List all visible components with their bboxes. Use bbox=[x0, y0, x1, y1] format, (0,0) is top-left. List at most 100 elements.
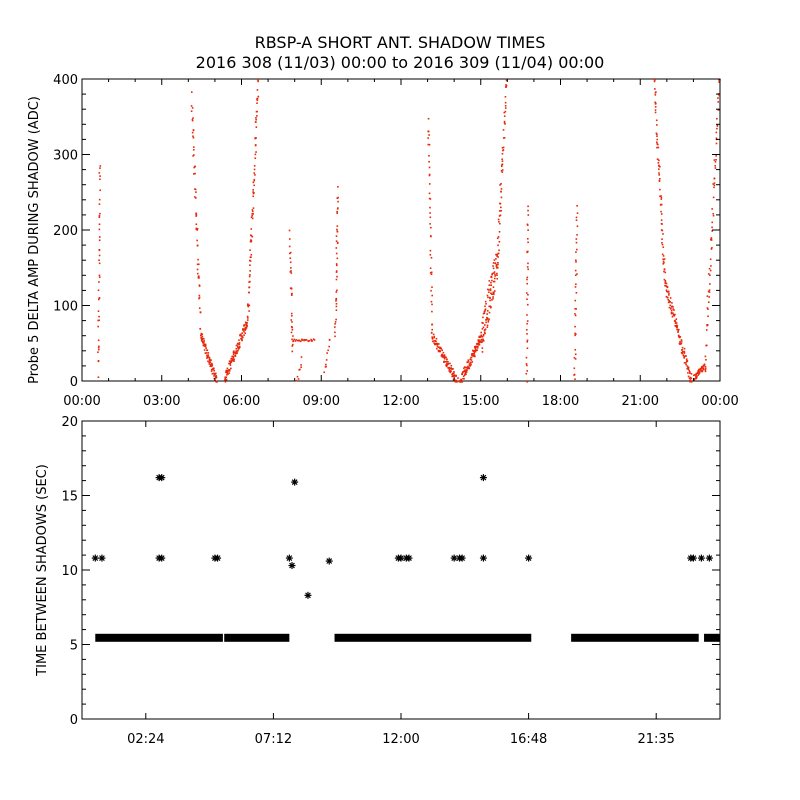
amp-data-point bbox=[429, 272, 432, 274]
amp-data-point bbox=[199, 311, 202, 314]
amp-data-point bbox=[191, 118, 194, 121]
amp-data-point bbox=[464, 370, 466, 373]
amp-data-point bbox=[242, 329, 244, 331]
amp-data-point bbox=[431, 294, 433, 297]
amp-data-point bbox=[452, 374, 454, 377]
amp-data-point bbox=[690, 380, 692, 382]
amp-data-point bbox=[495, 258, 497, 260]
amp-data-point bbox=[305, 339, 308, 341]
amp-data-point bbox=[683, 355, 686, 358]
amp-data-point bbox=[693, 377, 696, 380]
amp-data-point bbox=[440, 347, 443, 350]
amp-data-point bbox=[709, 258, 712, 261]
amp-data-point bbox=[486, 313, 488, 315]
amp-data-point bbox=[201, 333, 204, 336]
amp-data-point bbox=[250, 254, 253, 256]
amp-data-point bbox=[243, 328, 246, 330]
amp-data-point bbox=[496, 266, 499, 269]
amp-data-point bbox=[432, 333, 435, 336]
amp-data-point bbox=[236, 352, 238, 354]
amp-data-point bbox=[299, 368, 301, 371]
amp-data-point bbox=[225, 371, 227, 374]
amp-data-point bbox=[206, 356, 209, 359]
amp-data-point bbox=[674, 322, 677, 325]
amp-data-point bbox=[661, 238, 663, 240]
amp-data-point bbox=[574, 299, 577, 302]
amp-data-point bbox=[575, 241, 578, 244]
amp-data-point bbox=[527, 303, 529, 306]
amp-data-point bbox=[241, 338, 243, 340]
amp-data-point bbox=[463, 377, 465, 380]
amp-data-point bbox=[459, 381, 462, 383]
amp-data-point bbox=[462, 377, 464, 380]
amp-data-point bbox=[693, 378, 696, 381]
amp-data-point bbox=[671, 315, 674, 318]
amp-data-point bbox=[429, 216, 432, 219]
amp-data-point bbox=[249, 270, 252, 272]
amp-data-point bbox=[255, 126, 258, 128]
amp-data-point bbox=[445, 364, 447, 366]
top-y-axis: 0 100 200 300 400 bbox=[53, 73, 720, 390]
amp-data-point bbox=[491, 272, 494, 275]
top-data-points bbox=[97, 79, 721, 383]
amp-data-point bbox=[484, 305, 486, 308]
amp-data-point bbox=[207, 352, 210, 354]
amp-data-point bbox=[430, 271, 433, 274]
amp-data-point bbox=[656, 143, 659, 145]
amp-data-point bbox=[664, 284, 666, 287]
amp-data-point bbox=[488, 284, 491, 286]
baseline-interval-band bbox=[704, 633, 720, 642]
amp-data-point bbox=[198, 285, 201, 287]
amp-data-point bbox=[290, 294, 293, 296]
amp-data-point bbox=[431, 286, 433, 288]
amp-data-point bbox=[238, 345, 241, 348]
amp-data-point bbox=[255, 151, 257, 153]
amp-data-point bbox=[705, 344, 708, 347]
amp-data-point bbox=[253, 179, 256, 182]
amp-data-point bbox=[457, 380, 459, 383]
amp-data-point bbox=[254, 137, 256, 140]
amp-data-point bbox=[503, 120, 506, 123]
amp-data-point bbox=[685, 355, 687, 357]
amp-data-point bbox=[666, 296, 669, 299]
amp-data-point bbox=[701, 370, 704, 373]
amp-data-point bbox=[335, 240, 338, 242]
amp-data-point bbox=[483, 312, 486, 315]
amp-data-point bbox=[657, 158, 659, 161]
amp-data-point bbox=[252, 195, 254, 198]
amp-data-point bbox=[469, 365, 472, 367]
amp-data-point bbox=[291, 343, 294, 346]
amp-data-point bbox=[97, 310, 100, 312]
amp-data-point bbox=[476, 347, 479, 349]
amp-data-point bbox=[98, 214, 101, 217]
amp-data-point bbox=[699, 367, 702, 370]
amp-data-point bbox=[491, 299, 493, 301]
amp-data-point bbox=[502, 146, 505, 149]
amp-data-point bbox=[664, 280, 667, 283]
amp-data-point bbox=[428, 166, 431, 169]
amp-data-point bbox=[658, 180, 661, 182]
amp-data-point bbox=[192, 117, 194, 119]
amp-data-point bbox=[504, 101, 507, 104]
amp-data-point bbox=[694, 374, 696, 376]
amp-data-point bbox=[713, 177, 716, 180]
amp-data-point bbox=[698, 371, 701, 374]
amp-data-point bbox=[438, 346, 440, 348]
amp-data-point bbox=[246, 319, 249, 321]
amp-data-point bbox=[574, 314, 577, 317]
amp-data-point bbox=[254, 174, 256, 176]
amp-data-point bbox=[473, 351, 476, 354]
amp-data-point bbox=[293, 338, 296, 341]
amp-data-point bbox=[289, 271, 292, 273]
amp-data-point bbox=[499, 202, 502, 205]
amp-data-point bbox=[481, 335, 484, 338]
amp-data-point bbox=[463, 367, 465, 370]
amp-data-point bbox=[496, 272, 498, 275]
amp-data-point bbox=[97, 289, 100, 292]
amp-data-point bbox=[527, 229, 529, 231]
chart-subtitle: 2016 308 (11/03) 00:00 to 2016 309 (11/0… bbox=[196, 53, 605, 72]
amp-data-point bbox=[700, 367, 703, 369]
amp-data-point bbox=[573, 357, 576, 359]
amp-data-point bbox=[225, 378, 228, 381]
amp-data-point bbox=[686, 367, 688, 370]
